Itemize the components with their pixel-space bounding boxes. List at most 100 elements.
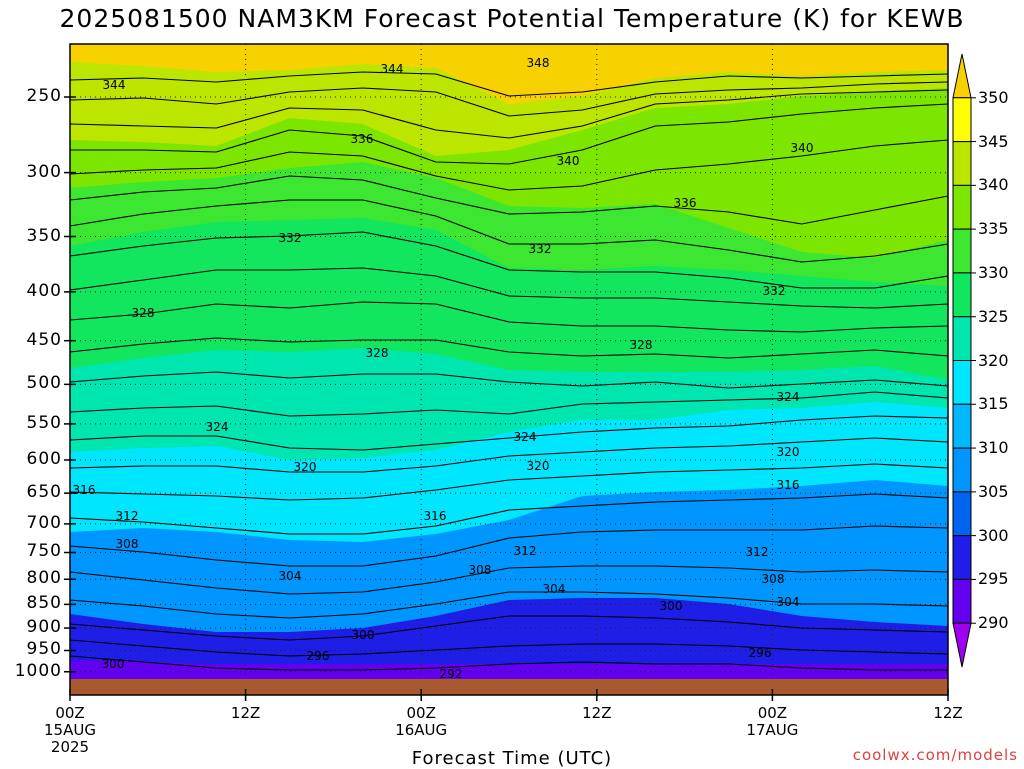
contour-label: 316 bbox=[73, 483, 96, 497]
colorbar-segment bbox=[952, 228, 972, 274]
contour-label: 304 bbox=[777, 595, 800, 609]
contour-line bbox=[69, 655, 948, 671]
plot-frame bbox=[69, 43, 949, 696]
x-tick-label: 00Z 17AUG bbox=[746, 704, 799, 739]
contour-label: 332 bbox=[763, 284, 786, 298]
contour-line bbox=[69, 301, 949, 333]
colorbar-segment bbox=[952, 97, 972, 143]
contour-line bbox=[69, 565, 949, 595]
contour-line bbox=[69, 267, 949, 309]
colorbar-label: 350 bbox=[978, 87, 1009, 107]
contour-line bbox=[69, 71, 949, 97]
contour-label: 344 bbox=[381, 62, 404, 76]
band-fill bbox=[70, 598, 948, 679]
colorbar-label: 310 bbox=[978, 438, 1009, 458]
colorbar-segment bbox=[952, 622, 972, 668]
x-tick-label: 00Z 16AUG bbox=[395, 704, 448, 739]
y-tick-label: 500 bbox=[26, 373, 62, 394]
contour-label: 304 bbox=[543, 582, 566, 596]
y-tick-label: 900 bbox=[26, 617, 62, 638]
colorbar-label: 335 bbox=[978, 219, 1009, 239]
y-tick-label: 350 bbox=[26, 225, 62, 246]
contour-line bbox=[69, 391, 949, 417]
contour-line bbox=[69, 437, 949, 473]
y-tick-label: 650 bbox=[26, 482, 62, 503]
contour-line bbox=[70, 103, 949, 165]
contour-line bbox=[69, 199, 949, 263]
contour-label: 332 bbox=[529, 242, 552, 256]
colorbar-segment bbox=[952, 491, 972, 537]
contour-label: 324 bbox=[777, 390, 800, 404]
colorbar-segment bbox=[952, 53, 972, 99]
y-tick-label: 750 bbox=[26, 541, 62, 562]
contour-line bbox=[69, 525, 949, 567]
colorbar-label: 345 bbox=[978, 131, 1009, 151]
x-axis-title: Forecast Time (UTC) bbox=[411, 748, 613, 769]
y-tick-label: 450 bbox=[26, 329, 62, 350]
contour-label: 312 bbox=[746, 545, 769, 559]
credit-text: coolwx.com/models bbox=[852, 746, 1018, 764]
contour-label: 296 bbox=[307, 649, 330, 663]
colorbar-label: 320 bbox=[978, 350, 1009, 370]
y-tick-label: 850 bbox=[26, 593, 62, 614]
contour-line bbox=[69, 591, 949, 619]
contour-label: 312 bbox=[514, 544, 537, 558]
contour-label: 328 bbox=[630, 338, 653, 352]
colorbar-label: 330 bbox=[978, 262, 1009, 282]
contour-label: 324 bbox=[514, 430, 537, 444]
contour-label: 300 bbox=[660, 599, 683, 613]
contour-label: 324 bbox=[206, 420, 229, 434]
colorbar-segment bbox=[952, 141, 972, 186]
contour-line bbox=[69, 89, 949, 139]
colorbar-label: 300 bbox=[978, 525, 1009, 545]
contour-label: 336 bbox=[351, 132, 374, 146]
colorbar-segment bbox=[952, 316, 972, 361]
contour-line bbox=[69, 463, 949, 501]
contour-label: 308 bbox=[762, 572, 785, 586]
contour-label: 328 bbox=[132, 306, 155, 320]
contour-label: 328 bbox=[366, 346, 389, 360]
contour-label: 320 bbox=[294, 460, 317, 474]
y-tick-label: 700 bbox=[26, 512, 62, 533]
y-tick-label: 550 bbox=[26, 412, 62, 433]
x-tick-label: 00Z 15AUG 2025 bbox=[44, 704, 96, 756]
contour-line bbox=[69, 231, 949, 289]
contour-label: 336 bbox=[674, 196, 697, 210]
contour-line bbox=[69, 81, 949, 117]
colorbar-label: 315 bbox=[978, 394, 1009, 414]
x-tick-label: 12Z bbox=[933, 704, 963, 722]
contour-label: 296 bbox=[749, 646, 772, 660]
colorbar-label: 295 bbox=[978, 569, 1009, 589]
y-tick-label: 400 bbox=[26, 280, 62, 301]
colorbar-segment bbox=[952, 447, 972, 493]
contour-label: 340 bbox=[791, 141, 814, 155]
y-tick-label: 1000 bbox=[14, 660, 62, 681]
contour-label: 304 bbox=[279, 569, 302, 583]
contour-label: 316 bbox=[777, 478, 800, 492]
contour-label: 332 bbox=[279, 231, 302, 245]
contour-label: 300 bbox=[352, 628, 375, 642]
band-fill bbox=[70, 660, 948, 679]
contour-label: 312 bbox=[116, 509, 139, 523]
contour-line bbox=[69, 139, 949, 191]
contour-label: 308 bbox=[469, 563, 492, 577]
contour-label: 308 bbox=[116, 537, 139, 551]
y-tick-label: 600 bbox=[26, 448, 62, 469]
colorbar-label: 305 bbox=[978, 481, 1009, 501]
contour-label: 320 bbox=[777, 445, 800, 459]
contour-line bbox=[69, 639, 949, 657]
contour-label: 300 bbox=[102, 657, 125, 671]
contour-label: 292 bbox=[440, 667, 463, 681]
contour-label: 344 bbox=[103, 78, 126, 92]
y-tick-label: 950 bbox=[26, 639, 62, 660]
x-tick-label: 12Z bbox=[230, 704, 261, 722]
colorbar-segment bbox=[952, 272, 972, 318]
contour-line bbox=[69, 337, 949, 359]
x-tick-label: 12Z bbox=[582, 704, 612, 722]
colorbar-label: 290 bbox=[978, 613, 1009, 633]
y-tick-label: 250 bbox=[26, 86, 62, 106]
colorbar-segment bbox=[952, 403, 972, 449]
colorbar-label: 325 bbox=[978, 306, 1009, 326]
contour-line bbox=[69, 615, 949, 641]
contour-line bbox=[69, 175, 949, 225]
